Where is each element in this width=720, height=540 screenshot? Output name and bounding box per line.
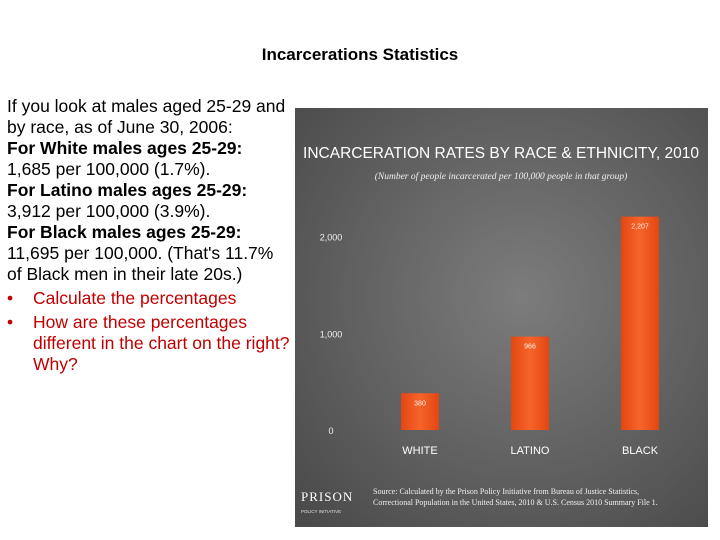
chart-title: INCARCERATION RATES BY RACE & ETHNICITY,…: [303, 145, 699, 162]
chart-panel: INCARCERATION RATES BY RACE & ETHNICITY,…: [295, 108, 708, 527]
paragraph-line: 3,912 per 100,000 (3.9%).: [7, 201, 211, 221]
bar-value-label: 380: [414, 400, 426, 407]
x-tick-label: WHITE: [402, 445, 437, 457]
paragraph-line: 11,695 per 100,000. (That's 11.7% of Bla…: [7, 243, 274, 284]
bullet-list: • Calculate the percentages • How are these…: [7, 288, 292, 375]
chart-subtitle: (Number of people incarcerated per 100,0…: [375, 171, 628, 182]
bullet-item: • Calculate the percentages: [7, 288, 292, 309]
paragraph-line: 1,685 per 100,000 (1.7%).: [7, 159, 211, 179]
paragraph-list: If you look at males aged 25-29 and by r…: [7, 96, 292, 285]
bullet-dot-icon: •: [7, 312, 14, 332]
y-tick-label: 1,000: [320, 329, 343, 339]
bullet-dot-icon: •: [7, 288, 14, 308]
y-tick-label: 0: [328, 426, 333, 436]
bullet-text: Calculate the percentages: [33, 288, 237, 308]
chart-source-note: Source: Calculated by the Prison Policy …: [373, 487, 658, 507]
slide-title: Incarcerations Statistics: [261, 45, 459, 64]
bullet-item: • How are these percentages different in …: [7, 312, 292, 375]
bullet-text: How are these percentages different in t…: [33, 312, 290, 374]
x-tick-label: BLACK: [622, 445, 659, 457]
bar-value-label: 966: [524, 344, 536, 351]
logo-text: PRISON: [301, 489, 353, 504]
paragraph-line: For Latino males ages 25-29:: [7, 180, 248, 200]
bar-black: [621, 216, 659, 430]
x-tick-label: LATINO: [511, 445, 550, 457]
text-block: If you look at males aged 25-29 and by r…: [7, 96, 292, 378]
paragraph-line: If you look at males aged 25-29 and by r…: [7, 96, 286, 137]
bar-white: [401, 393, 439, 430]
y-tick-label: 2,000: [320, 233, 343, 243]
paragraph-line: For White males ages 25-29:: [7, 138, 243, 158]
bar-chart: INCARCERATION RATES BY RACE & ETHNICITY,…: [295, 108, 708, 527]
bar-latino: [511, 336, 549, 430]
bar-value-label: 2,207: [631, 224, 649, 231]
paragraph-line: For Black males ages 25-29:: [7, 222, 242, 242]
logo-subtext: POLICY INITIATIVE: [301, 509, 341, 514]
